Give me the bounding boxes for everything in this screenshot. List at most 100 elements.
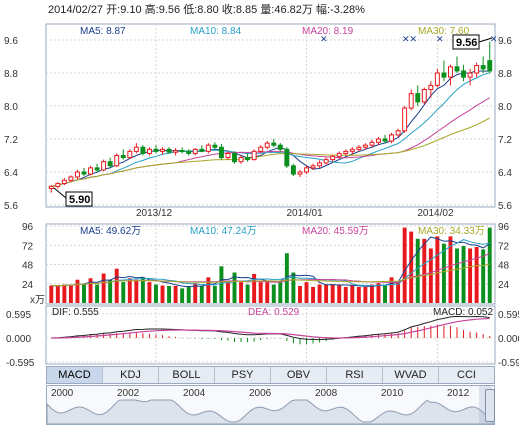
candle-body: [428, 84, 434, 90]
candle: [408, 89, 414, 111]
candle: [258, 145, 264, 154]
volume-tick-left: 96: [22, 222, 34, 233]
candle-body: [343, 150, 349, 154]
volume-bar: [82, 284, 86, 303]
volume-bar: [278, 282, 283, 303]
price-tick-left: 8.0: [4, 102, 18, 113]
candle: [310, 163, 316, 170]
candle-body: [179, 150, 185, 153]
volume-bar: [265, 282, 270, 303]
indicator-label: MA10: 8.84: [190, 26, 242, 37]
volume-tick-left: 24: [22, 280, 34, 291]
volume-bar: [127, 278, 132, 303]
candle: [160, 147, 165, 155]
svg-text:2014/02/27 开:9.10 高:9.56 低:8.8: 2014/02/27 开:9.10 高:9.56 低:8.80 收:8.85 量…: [48, 2, 365, 16]
candle-body: [461, 70, 467, 78]
candle: [251, 149, 257, 161]
tab-kdj[interactable]: KDJ: [103, 367, 159, 383]
candle: [343, 149, 349, 156]
candle-body: [192, 148, 198, 154]
timeline-year: 2002: [117, 388, 140, 399]
macd-axis: 0.595 0.595 0.000 0.000 -0.595 -0.595: [6, 310, 519, 369]
timeline-sparkline: [47, 399, 494, 424]
candle-body: [290, 165, 296, 175]
candle-body: [55, 183, 61, 187]
candle-body: [199, 148, 205, 152]
volume-bar: [311, 286, 315, 303]
indicator-label: MACD: 0.052: [433, 307, 493, 318]
svg-text:✕: ✕: [490, 34, 498, 44]
candle: [212, 142, 218, 150]
candle: [120, 149, 126, 160]
timeline-navigator[interactable]: 2000 2002 2004 2006 2008 2010 2012: [46, 385, 495, 425]
tab-rsi[interactable]: RSI: [327, 367, 383, 383]
price-tick-left: 9.6: [4, 36, 18, 47]
ma5-line: [51, 70, 490, 187]
tab-obv[interactable]: OBV: [271, 367, 327, 383]
candle: [264, 141, 270, 150]
timeline-handle-icon[interactable]: [485, 389, 495, 422]
timeline-year: 2006: [249, 388, 272, 399]
header-close: 8.85: [236, 4, 257, 16]
price-tick-right: 7.2: [498, 135, 512, 146]
price-panel-frame: [45, 23, 496, 208]
candle: [277, 143, 283, 152]
candle: [382, 134, 388, 144]
volume-bar: [435, 236, 440, 303]
volume-bar: [337, 284, 342, 303]
candle: [467, 68, 473, 86]
x-axis-labels: 2013/12 2014/01 2014/02: [136, 208, 454, 219]
candle-body: [127, 150, 133, 159]
candle: [487, 41, 493, 73]
volume-bar: [68, 284, 73, 303]
candle-body: [330, 155, 336, 161]
volume-bars: [49, 227, 492, 303]
tab-boll[interactable]: BOLL: [159, 367, 215, 383]
candle: [68, 175, 74, 183]
candle: [480, 56, 486, 73]
tab-macd[interactable]: MACD: [47, 367, 103, 383]
volume-bar: [114, 268, 119, 303]
svg-text:5.90: 5.90: [69, 194, 90, 206]
volume-bar: [206, 277, 211, 303]
candle-body: [218, 146, 224, 159]
candle: [114, 153, 120, 168]
volume-bar: [376, 283, 381, 303]
candle: [402, 106, 408, 133]
volume-bar: [245, 284, 250, 303]
tab-cci[interactable]: CCI: [457, 369, 476, 381]
candle: [336, 151, 342, 159]
ohlc-header: 2014/02/27 开:9.10 高:9.56 低:8.80 收:8.85 量…: [48, 2, 365, 16]
macd-tick-right: -0.595: [498, 358, 519, 369]
min-price-marker: 5.90: [53, 187, 93, 207]
candle: [48, 185, 54, 193]
price-tick-right: 6.4: [498, 168, 512, 179]
volume-axis: 96 96 72 72 48 48 24 24: [22, 222, 510, 291]
tab-psy[interactable]: PSY: [215, 367, 271, 383]
candle: [421, 87, 427, 104]
candle: [448, 64, 453, 86]
candle: [428, 81, 434, 98]
volume-bar: [88, 278, 93, 303]
indicator-label: MA10: 47.24万: [190, 226, 257, 237]
candle: [362, 143, 368, 150]
candle: [225, 151, 231, 160]
candle-body: [258, 146, 264, 152]
dea-line: [51, 317, 490, 339]
candle: [238, 155, 244, 164]
candle-body: [310, 165, 316, 169]
macd-tick-right: 0.000: [498, 334, 519, 345]
price-tick-left: 5.6: [4, 201, 18, 212]
volume-bar: [297, 285, 302, 303]
volume-ma-lines: [51, 236, 490, 288]
candle: [441, 60, 447, 82]
volume-bar: [474, 247, 479, 303]
candle: [304, 165, 309, 175]
indicator-label: DEA: 0.529: [248, 307, 300, 318]
indicator-label: MA20: 8.19: [302, 26, 354, 37]
volume-bar: [252, 273, 257, 303]
indicator-label: MA5: 49.62万: [80, 226, 141, 237]
candle-body: [323, 159, 329, 164]
volume-bar: [160, 285, 165, 303]
tab-wvad[interactable]: WVAD: [383, 367, 439, 383]
